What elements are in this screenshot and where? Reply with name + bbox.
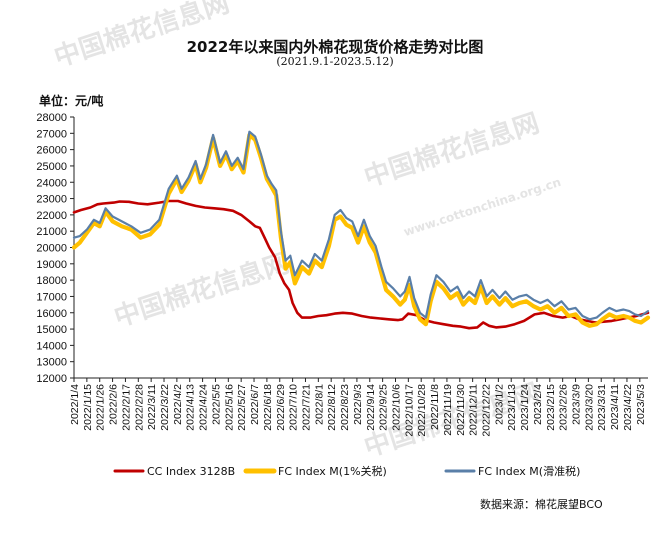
x-tick-label: 2023/3/20 bbox=[583, 384, 595, 431]
x-tick-label: 2023/2/26 bbox=[558, 384, 570, 431]
y-tick-label: 19000 bbox=[36, 259, 67, 271]
x-tick-label: 2022/2/6 bbox=[108, 384, 120, 425]
y-tick-label: 14000 bbox=[36, 340, 67, 352]
x-tick-label: 2022/9/25 bbox=[378, 384, 390, 431]
y-tick-label: 16000 bbox=[36, 308, 67, 320]
y-tick-label: 15000 bbox=[36, 324, 67, 336]
x-tick-label: 2022/7/10 bbox=[288, 384, 300, 431]
x-tick-label: 2022/2/28 bbox=[133, 384, 145, 431]
y-tick-label: 13000 bbox=[36, 357, 67, 369]
x-tick-label: 2023/2/4 bbox=[532, 384, 544, 425]
y-tick-label: 26000 bbox=[36, 145, 67, 157]
x-tick-label: 2022/9/3 bbox=[352, 384, 364, 425]
x-tick-label: 2022/11/19 bbox=[442, 384, 454, 436]
x-tick-label: 2022/5/27 bbox=[236, 384, 248, 431]
x-tick-label: 2022/1/15 bbox=[82, 384, 94, 431]
x-tick-label: 2022/1/4 bbox=[69, 384, 81, 425]
x-tick-label: 2023/5/3 bbox=[635, 384, 647, 425]
x-tick-label: 2022/6/18 bbox=[262, 384, 274, 431]
legend-label-2: FC Index M(滑准税) bbox=[478, 464, 580, 478]
series-layer bbox=[71, 130, 651, 330]
x-tick-label: 2023/1/2 bbox=[493, 384, 505, 425]
x-tick-label: 2022/1/26 bbox=[95, 384, 107, 431]
chart-legend: CC Index 3128B FC Index M(1%关税) FC Index M… bbox=[113, 464, 580, 478]
series-line-2 bbox=[72, 130, 650, 321]
y-tick-label: 12000 bbox=[36, 373, 67, 385]
x-tick-label: 2023/3/31 bbox=[596, 384, 608, 431]
y-tick-label: 20000 bbox=[36, 243, 67, 255]
unit-label: 单位：元/吨 bbox=[39, 94, 104, 108]
legend-label-0: CC Index 3128B bbox=[147, 465, 235, 478]
x-tick-label: 2022/8/12 bbox=[326, 384, 338, 431]
x-tick-label: 2022/3/22 bbox=[159, 384, 171, 431]
x-tick-label: 2022/4/24 bbox=[198, 384, 210, 431]
x-tick-label: 2022/4/2 bbox=[172, 384, 184, 425]
x-tick-label: 2022/9/14 bbox=[365, 384, 377, 431]
y-tick-label: 27000 bbox=[36, 128, 67, 140]
y-tick-label: 28000 bbox=[36, 112, 67, 124]
x-tick-label: 2022/3/11 bbox=[146, 384, 158, 430]
y-tick-label: 21000 bbox=[36, 226, 67, 238]
x-tick-label: 2023/3/9 bbox=[571, 384, 583, 425]
series-line-1 bbox=[71, 132, 651, 328]
x-tick-label: 2022/11/30 bbox=[455, 384, 467, 436]
x-tick-label: 2022/5/5 bbox=[210, 384, 222, 425]
chart-axes: 12000 13000 14000 15000 16000 17000 18000 19000… bbox=[36, 112, 648, 437]
y-tick-label: 17000 bbox=[36, 291, 67, 303]
x-tick-label: 2023/4/11 bbox=[609, 384, 621, 430]
legend-label-1: FC Index M(1%关税) bbox=[278, 464, 387, 478]
x-tick-label: 2022/6/7 bbox=[249, 384, 261, 425]
x-tick-label: 2023/2/15 bbox=[545, 384, 557, 431]
chart-subtitle: (2021.9.1-2023.5.12) bbox=[276, 55, 394, 68]
x-tick-label: 2022/7/21 bbox=[300, 384, 312, 431]
x-tick-label: 2022/10/6 bbox=[390, 384, 402, 431]
x-tick-label: 2022/4/13 bbox=[185, 384, 197, 431]
x-tick-label: 2022/8/23 bbox=[339, 384, 351, 431]
x-tick-label: 2023/4/22 bbox=[622, 384, 634, 431]
y-tick-label: 24000 bbox=[36, 177, 67, 189]
x-tick-label: 2022/12/11 bbox=[468, 384, 480, 436]
y-tick-label: 22000 bbox=[36, 210, 67, 222]
x-tick-label: 2022/2/17 bbox=[120, 384, 132, 431]
series-line-0 bbox=[72, 199, 650, 330]
x-tick-label: 2022/5/16 bbox=[223, 384, 235, 431]
x-tick-label: 2022/10/17 bbox=[403, 384, 415, 437]
y-tick-label: 25000 bbox=[36, 161, 67, 173]
x-tick-label: 2023/1/24 bbox=[519, 384, 531, 431]
x-tick-label: 2022/8/1 bbox=[313, 384, 325, 425]
x-tick-label: 2022/10/28 bbox=[416, 384, 428, 437]
y-tick-label: 18000 bbox=[36, 275, 67, 287]
x-tick-label: 2022/12/22 bbox=[481, 384, 493, 437]
x-tick-label: 2022/6/29 bbox=[275, 384, 287, 431]
x-tick-label: 2023/1/13 bbox=[506, 384, 518, 431]
y-tick-label: 23000 bbox=[36, 194, 67, 206]
chart-title: 2022年以来国内外棉花现货价格走势对比图 bbox=[186, 38, 484, 56]
data-source: 数据来源：棉花展望BCO bbox=[480, 498, 603, 511]
x-tick-label: 2022/11/8 bbox=[429, 384, 441, 430]
